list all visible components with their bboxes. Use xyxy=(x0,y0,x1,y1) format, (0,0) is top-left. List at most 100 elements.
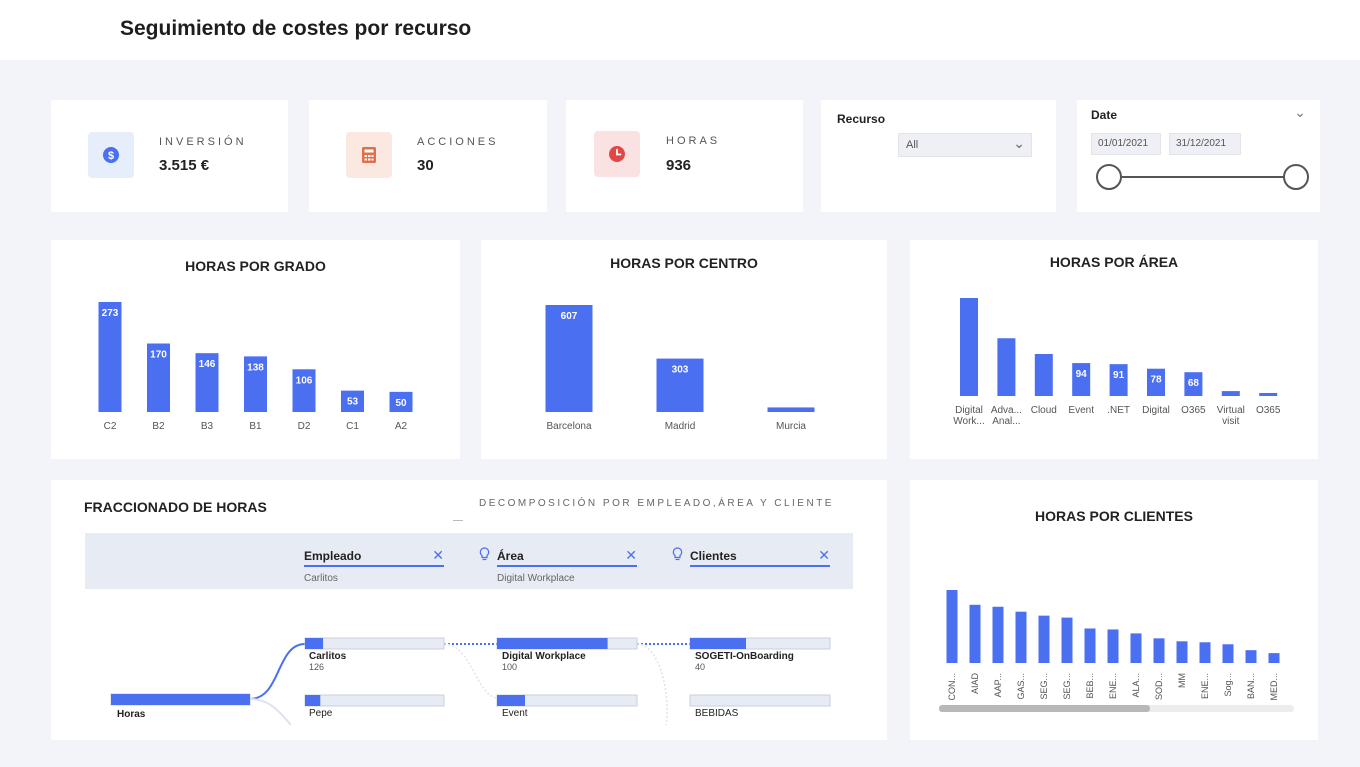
chevron-down-icon: ⌄ xyxy=(1013,135,1025,151)
node-label: Digital Workplace xyxy=(502,651,586,662)
kpi-card-inversion: $ INVERSIÓN 3.515 € xyxy=(51,100,288,212)
chart-horas-por-grado: HORAS POR GRADO 273 C2 170 B2 146 B3 138 B1 106 D… xyxy=(51,240,460,459)
page-title: Seguimiento de costes por recurso xyxy=(120,17,472,40)
close-icon[interactable]: ✕ xyxy=(818,547,830,563)
tick-label: Virtual xyxy=(1217,405,1245,416)
bar-chart: DigitalWork...Adva...Anal...Cloud94Event… xyxy=(953,298,1281,427)
chart-horas-por-centro: HORAS POR CENTRO 607 Barcelona 303 Madrid Mu… xyxy=(481,240,887,459)
data-label: 273 xyxy=(102,308,119,319)
tick-label: SEG... xyxy=(1062,673,1072,700)
tick-label: SEG... xyxy=(1039,673,1049,700)
node-bar-fill xyxy=(305,695,321,706)
tick-label: D2 xyxy=(298,421,311,432)
tick-label: visit xyxy=(1222,416,1239,427)
bar xyxy=(969,604,981,663)
slider-start-handle[interactable] xyxy=(1096,164,1122,190)
bar xyxy=(147,343,170,412)
column-name: Empleado xyxy=(304,549,362,563)
data-label: 68 xyxy=(1188,378,1200,389)
kpi-label: HORAS xyxy=(666,135,721,147)
tick-label: .NET xyxy=(1107,405,1130,416)
bar xyxy=(1130,633,1142,663)
date-start-input[interactable]: 01/01/2021 xyxy=(1091,133,1161,155)
scrollbar-thumb[interactable] xyxy=(939,705,1150,712)
bar xyxy=(195,353,219,412)
bar xyxy=(1109,364,1128,396)
node-label: Event xyxy=(502,708,528,719)
bar xyxy=(1072,363,1091,396)
recurso-dropdown[interactable]: All ⌄ xyxy=(898,133,1032,157)
bar xyxy=(1015,611,1027,663)
kpi-card-horas: HORAS 936 xyxy=(566,100,803,212)
date-range-slider[interactable] xyxy=(1077,160,1320,194)
tick-label: Madrid xyxy=(665,421,696,432)
column-selected: Digital Workplace xyxy=(497,573,575,584)
bar xyxy=(960,298,978,396)
node-value: 126 xyxy=(309,662,325,672)
bar xyxy=(545,305,593,412)
tick-label: CON... xyxy=(947,673,957,701)
tick-label: O365 xyxy=(1256,405,1281,416)
date-end-input[interactable]: 31/12/2021 xyxy=(1169,133,1241,155)
tick-label: Digital xyxy=(1142,405,1170,416)
node-bar-track xyxy=(304,694,445,707)
connector xyxy=(249,698,292,726)
chart-title: HORAS POR CENTRO xyxy=(610,255,758,271)
bar xyxy=(1184,372,1203,396)
data-label: 170 xyxy=(150,350,167,361)
bar xyxy=(1259,393,1278,396)
kpi-value: 936 xyxy=(666,157,692,174)
bar xyxy=(656,358,704,412)
slicer-title: Recurso xyxy=(837,112,886,126)
tick-label: B3 xyxy=(201,421,214,432)
tick-label: AAP... xyxy=(993,673,1003,697)
tick-label: ENE... xyxy=(1108,673,1118,699)
close-icon[interactable]: ✕ xyxy=(432,547,444,563)
root-bar-fill xyxy=(111,694,250,705)
connector xyxy=(636,643,668,726)
dollar-coin-icon: $ xyxy=(88,132,134,178)
tick-label: Anal... xyxy=(992,416,1020,427)
chart-horas-por-area: HORAS POR ÁREA Digital Work... Adva... Anal… xyxy=(910,240,1318,459)
node-bar-fill xyxy=(497,695,525,706)
tick-label: C1 xyxy=(346,421,359,432)
tick-label: Barcelona xyxy=(546,421,591,432)
tick-label: ENE... xyxy=(1200,673,1210,699)
lightbulb-icon[interactable] xyxy=(672,547,683,564)
tick-label: Event xyxy=(1068,405,1094,416)
tick-label: MED... xyxy=(1269,673,1279,701)
node-label: Carlitos xyxy=(309,651,347,662)
bar-chart: 607 Barcelona 303 Madrid Murcia xyxy=(545,305,815,432)
node-value: 40 xyxy=(695,662,706,672)
close-icon[interactable]: ✕ xyxy=(625,547,637,563)
node-label: SOGETI-OnBoarding xyxy=(695,651,794,662)
dropdown-value: All xyxy=(906,139,919,151)
column-clientes[interactable]: Clientes ✕ xyxy=(672,547,830,567)
bar xyxy=(1199,642,1211,663)
column-area[interactable]: Área ✕ Digital Workplace xyxy=(479,547,637,584)
tick-label: Work... xyxy=(953,416,984,427)
connector xyxy=(443,643,498,699)
bar xyxy=(992,606,1004,663)
bar xyxy=(946,590,958,663)
kpi-label: INVERSIÓN xyxy=(159,136,247,148)
slicer-title: Date xyxy=(1091,108,1118,122)
bar xyxy=(1061,617,1073,663)
bar xyxy=(997,338,1016,396)
tick-label: C2 xyxy=(104,421,117,432)
tick-label: Digital xyxy=(955,405,983,416)
tick-label: BAN... xyxy=(1246,673,1256,699)
bar xyxy=(244,356,267,412)
bar xyxy=(1245,650,1257,663)
data-label: 91 xyxy=(1113,370,1125,381)
decomposition-connectors xyxy=(110,637,831,726)
slider-end-handle[interactable] xyxy=(1283,164,1309,190)
lightbulb-icon[interactable] xyxy=(479,547,490,564)
bar xyxy=(341,390,364,412)
horizontal-scrollbar[interactable] xyxy=(939,705,1294,712)
node-label: Pepe xyxy=(309,708,333,719)
tick-label: ALA... xyxy=(1131,673,1141,698)
column-empleado[interactable]: Empleado ✕ Carlitos xyxy=(304,547,444,584)
chevron-down-icon[interactable]: ⌄ xyxy=(1294,104,1306,120)
bar xyxy=(1038,615,1050,663)
